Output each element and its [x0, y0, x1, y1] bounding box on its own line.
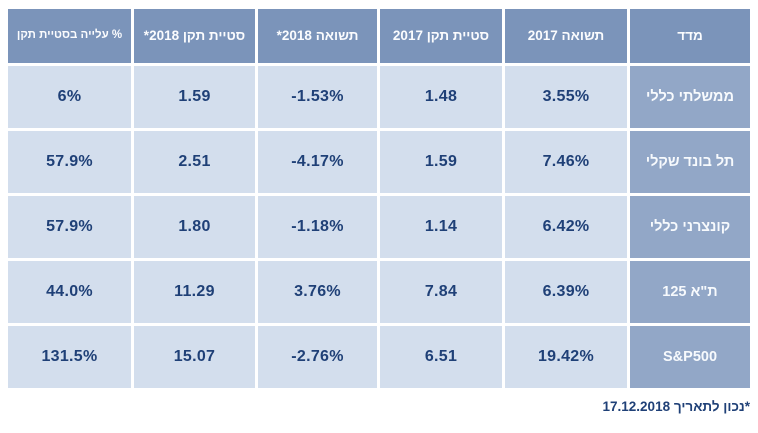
row-label-corporate-general: קונצרני כללי — [630, 196, 750, 258]
row-label-tel-bond-shekel: תל בונד שקלי — [630, 131, 750, 193]
cell-std-increase: 57.9% — [8, 196, 131, 258]
cell-return-2017: 7.46% — [505, 131, 627, 193]
column-header-return-2018: תשואה 2018* — [258, 9, 377, 63]
cell-return-2017: 3.55% — [505, 66, 627, 128]
cell-std-2018: 1.80 — [134, 196, 255, 258]
cell-std-2018: 11.29 — [134, 261, 255, 323]
cell-return-2018: -1.18% — [258, 196, 377, 258]
cell-std-2017: 7.84 — [380, 261, 502, 323]
cell-std-increase: 131.5% — [8, 326, 131, 388]
table-grid: מדד תשואה 2017 סטיית תקן 2017 תשואה 2018… — [8, 9, 750, 388]
cell-return-2018: -4.17% — [258, 131, 377, 193]
cell-std-2018: 2.51 — [134, 131, 255, 193]
cell-std-2017: 1.59 — [380, 131, 502, 193]
cell-std-increase: 57.9% — [8, 131, 131, 193]
column-header-index: מדד — [630, 9, 750, 63]
cell-std-increase: 44.0% — [8, 261, 131, 323]
footnote: *נכון לתאריך 17.12.2018 — [602, 399, 750, 414]
column-header-std-increase: % עלייה בסטיית תקן — [8, 9, 131, 63]
cell-return-2018: -2.76% — [258, 326, 377, 388]
column-header-std-2018: סטיית תקן 2018* — [134, 9, 255, 63]
column-header-return-2017: תשואה 2017 — [505, 9, 627, 63]
returns-volatility-table: מדד תשואה 2017 סטיית תקן 2017 תשואה 2018… — [8, 9, 750, 388]
cell-return-2017: 6.42% — [505, 196, 627, 258]
column-header-std-2017: סטיית תקן 2017 — [380, 9, 502, 63]
cell-std-2017: 1.14 — [380, 196, 502, 258]
cell-return-2018: 3.76% — [258, 261, 377, 323]
row-label-sp500: S&P500 — [630, 326, 750, 388]
cell-return-2018: -1.53% — [258, 66, 377, 128]
row-label-govt-general: ממשלתי כללי — [630, 66, 750, 128]
row-label-ta-125: ת"א 125 — [630, 261, 750, 323]
cell-std-2017: 6.51 — [380, 326, 502, 388]
cell-std-increase: 6% — [8, 66, 131, 128]
cell-return-2017: 19.42% — [505, 326, 627, 388]
cell-std-2018: 15.07 — [134, 326, 255, 388]
cell-return-2017: 6.39% — [505, 261, 627, 323]
cell-std-2018: 1.59 — [134, 66, 255, 128]
cell-std-2017: 1.48 — [380, 66, 502, 128]
